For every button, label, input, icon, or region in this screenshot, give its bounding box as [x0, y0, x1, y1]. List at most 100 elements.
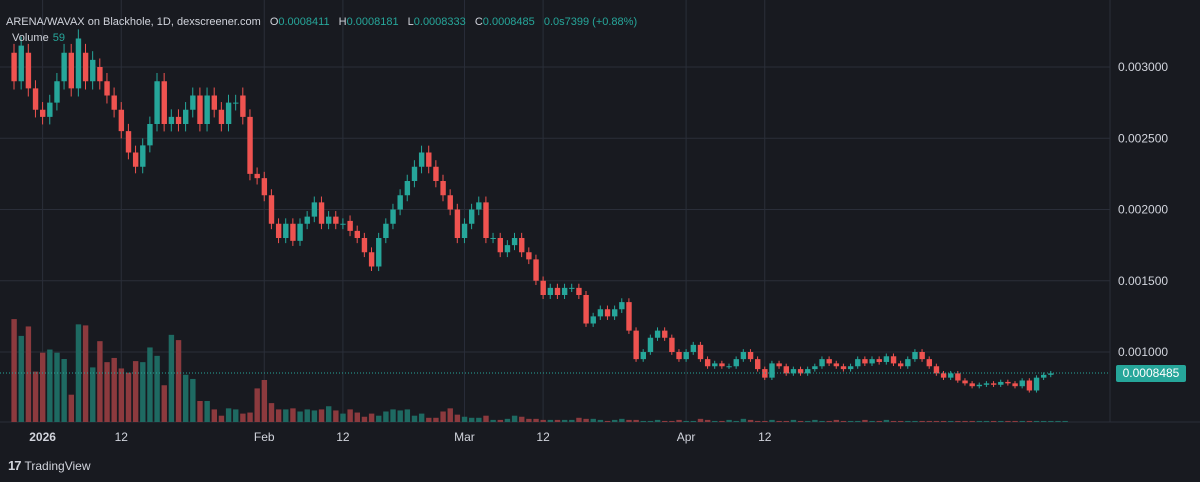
volume-bar [1055, 420, 1061, 422]
volume-bar [812, 419, 818, 422]
candle-body [619, 302, 625, 310]
x-tick-label: Apr [677, 430, 696, 444]
candle-body [604, 309, 611, 317]
candle-body [883, 356, 890, 362]
volume-bar [662, 420, 668, 422]
volume-bar [855, 420, 861, 422]
candle-body [755, 359, 761, 370]
candle-body [912, 352, 918, 360]
volume-bar [333, 410, 339, 422]
volume-bar [747, 419, 754, 422]
candle-body [411, 166, 418, 181]
volume-bar [569, 419, 575, 422]
y-tick-label: 0.001500 [1118, 274, 1168, 288]
volume-bar [168, 334, 175, 422]
candle-body [132, 152, 139, 167]
tradingview-logo-icon: 17 [8, 458, 22, 473]
volume-bar [397, 410, 403, 422]
volume-bar [25, 326, 32, 422]
candle-body [1041, 374, 1047, 378]
candle-body [855, 359, 861, 367]
high-value: 0.0008181 [346, 16, 399, 28]
volume-bar [233, 409, 239, 422]
volume-bar [54, 352, 60, 422]
volume-bar [797, 420, 804, 422]
candle-body [898, 363, 904, 367]
candle-body [762, 369, 768, 378]
candle-body [497, 238, 503, 253]
candle-body [197, 95, 203, 124]
candle-body [326, 216, 332, 224]
candle-body [75, 38, 82, 89]
volume-bar [318, 409, 325, 422]
candle-body [18, 45, 24, 82]
candle-body [426, 152, 432, 167]
candle-body [583, 295, 589, 324]
candle-body [175, 116, 182, 124]
candle-body [962, 380, 968, 384]
candle-body [976, 384, 983, 387]
chart-title: ARENA/WAVAX on Blackhole, 1D, dexscreene… [6, 16, 261, 28]
volume-bar [290, 408, 296, 422]
volume-bar [461, 416, 468, 422]
volume-bar [418, 413, 425, 422]
volume-bar [726, 419, 732, 422]
tradingview-name: TradingView [24, 458, 91, 473]
close-value: 0.0008485 [482, 16, 535, 28]
volume-bar [111, 357, 117, 422]
volume-bar [1005, 420, 1011, 422]
candle-body [218, 109, 225, 124]
volume-bar [511, 415, 518, 422]
volume-bar [347, 409, 353, 422]
volume-bar [218, 415, 225, 422]
volume-bar [504, 418, 511, 422]
candle-body [147, 124, 153, 146]
y-tick-label: 0.002500 [1118, 131, 1168, 145]
volume-bar [976, 420, 983, 422]
candle-body [168, 116, 175, 124]
candle-body [576, 287, 582, 295]
volume-bar [40, 352, 46, 422]
candle-body [719, 363, 725, 367]
volume-bar [847, 420, 854, 422]
candle-body [97, 67, 103, 82]
candle-body [268, 195, 275, 224]
candle-body [361, 238, 368, 253]
volume-bar [1062, 420, 1068, 422]
candle-body [376, 238, 382, 267]
tradingview-branding[interactable]: 17 TradingView [8, 458, 91, 473]
volume-bar [940, 420, 947, 422]
candle-body [697, 344, 704, 360]
volume-bar [1041, 420, 1047, 422]
change-value: 0.0s7399 (+0.88%) [543, 16, 638, 28]
candle-body [469, 209, 475, 224]
volume-bar [261, 380, 268, 422]
volume-bar [361, 416, 368, 422]
candle-body [783, 366, 789, 374]
volume-bar [926, 420, 932, 422]
volume-bar [547, 419, 554, 422]
volume-bar [983, 420, 990, 422]
volume-bar [969, 420, 975, 422]
candle-body [297, 223, 303, 241]
volume-bar [819, 420, 825, 422]
x-tick-label: 12 [115, 430, 129, 444]
volume-bar [862, 419, 868, 422]
candle-body [690, 344, 697, 352]
volume-bar [190, 378, 196, 422]
candle-body [233, 102, 239, 104]
volume-bar [876, 420, 882, 422]
x-tick-label: 12 [336, 430, 350, 444]
candle-body [11, 52, 17, 82]
volume-bar [497, 419, 503, 422]
volume-bar [769, 419, 775, 422]
volume-bar [483, 415, 489, 422]
candle-body [955, 373, 961, 381]
candle-body [1005, 381, 1011, 384]
candle-body [25, 52, 32, 89]
volume-bar [597, 419, 604, 422]
candle-body [211, 95, 217, 110]
candle-body [347, 220, 353, 231]
candle-body [404, 181, 411, 196]
